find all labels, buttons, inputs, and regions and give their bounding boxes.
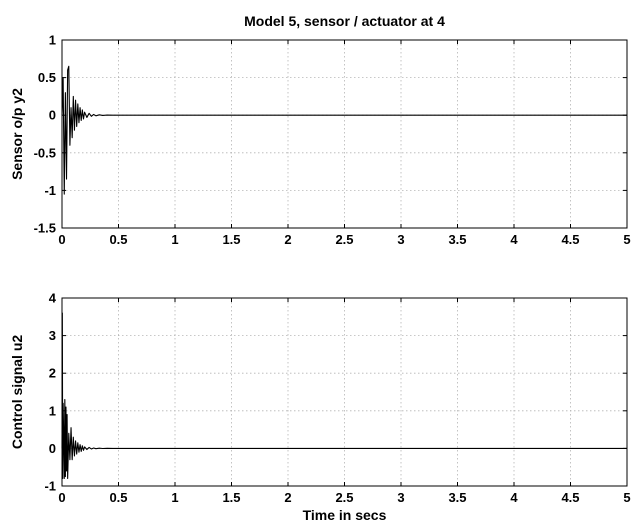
x-tick-label: 5 (623, 490, 630, 505)
x-tick-label: 5 (623, 232, 630, 247)
y-tick-label: 1 (49, 33, 56, 48)
bottom-y-axis-label: Control signal u2 (9, 335, 25, 450)
y-tick-label: 0.5 (38, 70, 56, 85)
x-tick-label: 2 (284, 490, 291, 505)
x-tick-label: 0 (58, 232, 65, 247)
y-tick-label: 0 (49, 441, 56, 456)
x-axis-label: Time in secs (303, 507, 387, 523)
x-tick-label: 0 (58, 490, 65, 505)
x-tick-label: 3.5 (448, 490, 466, 505)
x-tick-label: 1.5 (222, 490, 240, 505)
x-tick-label: 3.5 (448, 232, 466, 247)
x-tick-label: 2 (284, 232, 291, 247)
top-y-axis-label: Sensor o/p y2 (9, 88, 25, 180)
x-tick-label: 4.5 (561, 490, 579, 505)
chart-title: Model 5, sensor / actuator at 4 (244, 13, 445, 29)
y-tick-label: -0.5 (34, 145, 56, 160)
x-tick-label: 2.5 (335, 490, 353, 505)
y-tick-label: 4 (49, 291, 57, 306)
control-signal-line (61, 312, 627, 480)
y-tick-label: -1 (44, 479, 56, 494)
top-subplot: 0 0.5 1 1.5 2 2.5 3 3.5 4 4.5 5 -1.5 -1 -0.5 0 0.5 1 Mod… (9, 13, 631, 247)
x-tick-label: 3 (397, 490, 404, 505)
x-tick-label: 0.5 (109, 232, 127, 247)
y-tick-label: 2 (49, 366, 56, 381)
x-tick-label: 0.5 (109, 490, 127, 505)
y-tick-label: -1 (44, 183, 56, 198)
x-tick-label: 4 (510, 232, 518, 247)
y-tick-label: -1.5 (34, 221, 56, 236)
y-tick-label: 3 (49, 328, 56, 343)
x-tick-label: 4.5 (561, 232, 579, 247)
y-tick-label: 0 (49, 108, 56, 123)
x-tick-label: 4 (510, 490, 518, 505)
sensor-output-line (61, 65, 627, 195)
x-tick-label: 3 (397, 232, 404, 247)
y-tick-label: 1 (49, 403, 56, 418)
x-tick-label: 1.5 (222, 232, 240, 247)
x-tick-label: 2.5 (335, 232, 353, 247)
x-tick-label: 1 (171, 490, 178, 505)
x-tick-label: 1 (171, 232, 178, 247)
